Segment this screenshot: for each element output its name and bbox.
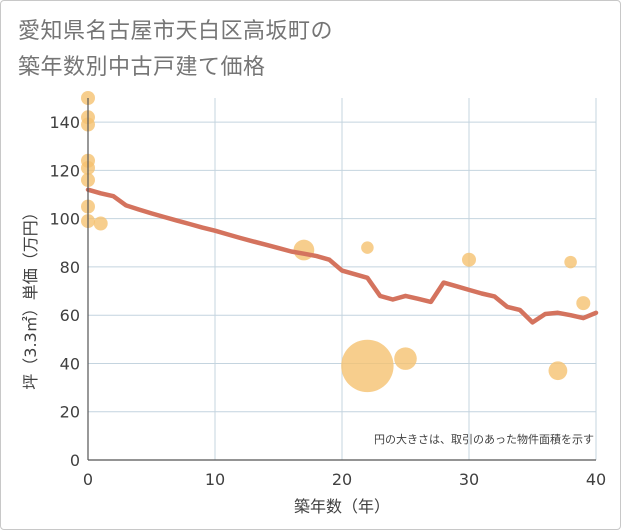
bubble-point bbox=[576, 296, 591, 311]
bubble-point bbox=[341, 339, 394, 393]
y-tick-label: 80 bbox=[60, 258, 80, 277]
bubble-point bbox=[462, 252, 476, 267]
y-tick-label: 40 bbox=[60, 354, 80, 373]
bubble-point bbox=[394, 347, 417, 370]
y-tick-label: 60 bbox=[60, 306, 80, 325]
x-tick-label: 30 bbox=[459, 470, 479, 489]
y-tick-label: 140 bbox=[49, 113, 80, 132]
bubble-point bbox=[548, 361, 568, 381]
chart-title-line-1: 愛知県名古屋市天白区高坂町の bbox=[18, 19, 334, 44]
bubble-point bbox=[93, 216, 108, 231]
trend-line bbox=[85, 187, 599, 325]
bubble-point bbox=[361, 241, 374, 254]
bubble-point bbox=[564, 255, 577, 269]
y-tick-label: 100 bbox=[49, 210, 80, 229]
grid-lines bbox=[87, 98, 597, 461]
bubble-series bbox=[81, 91, 591, 393]
bubble-size-note: 円の大きさは、取引のあった物件面積を示す bbox=[374, 432, 594, 446]
axes bbox=[87, 98, 596, 461]
x-tick-label: 20 bbox=[332, 470, 352, 489]
chart-title-line-2: 築年数別中古戸建て価格 bbox=[18, 55, 266, 80]
x-tick-label: 40 bbox=[586, 470, 606, 489]
x-tick-label: 0 bbox=[83, 470, 93, 489]
tick-labels: 0 20 40 60 80 100 120 140 0 10 20 30 40 bbox=[49, 113, 606, 489]
y-tick-label: 120 bbox=[49, 161, 80, 180]
chart-title: 愛知県名古屋市天白区高坂町の 築年数別中古戸建て価格 bbox=[18, 14, 333, 86]
x-axis-label: 築年数（年） bbox=[294, 497, 390, 516]
trend-line-group bbox=[85, 187, 599, 325]
y-tick-label: 0 bbox=[70, 451, 80, 470]
y-axis-label: 坪（3.3㎡）単価（万円） bbox=[21, 204, 40, 389]
x-tick-label: 10 bbox=[205, 470, 225, 489]
y-tick-label: 20 bbox=[60, 403, 80, 422]
